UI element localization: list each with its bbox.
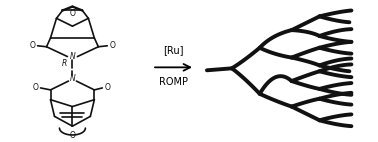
Text: O: O xyxy=(109,41,115,50)
Text: O: O xyxy=(70,9,75,18)
Text: O: O xyxy=(70,131,75,140)
Text: ROMP: ROMP xyxy=(158,77,187,87)
Text: O: O xyxy=(104,83,110,92)
Text: N: N xyxy=(70,52,75,61)
Text: N: N xyxy=(70,74,75,83)
Text: O: O xyxy=(33,83,39,92)
Text: O: O xyxy=(29,41,36,50)
Text: [Ru]: [Ru] xyxy=(163,46,183,56)
Text: R: R xyxy=(62,59,67,68)
